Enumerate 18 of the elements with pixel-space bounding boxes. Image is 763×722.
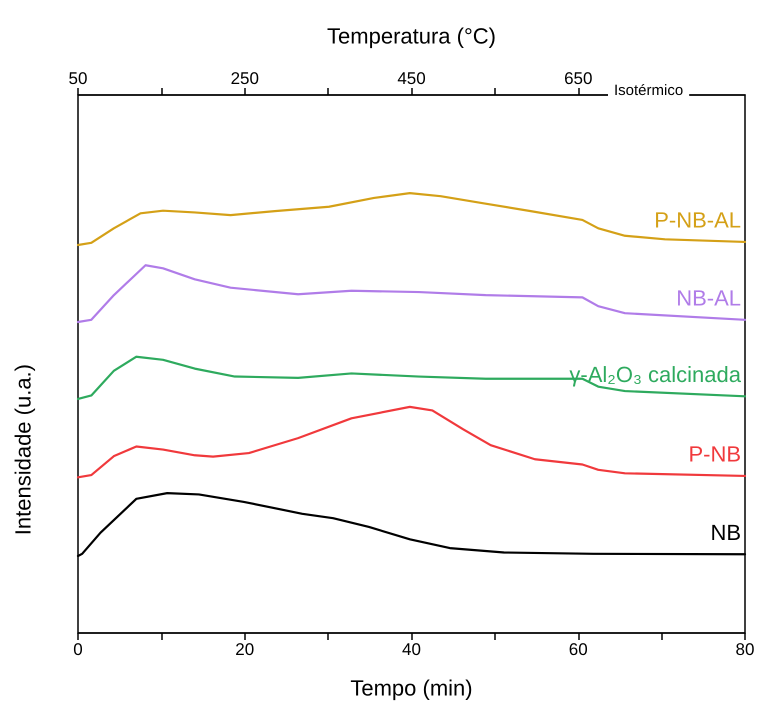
x2-axis-title: Temperatura (°C) [327,24,496,48]
x-tick-label: 0 [73,640,83,659]
x-tick-label: 80 [736,640,754,659]
x2-tick-label: 650 [564,69,592,88]
series-label: NB-AL [676,285,741,310]
x-tick-label: 40 [402,640,421,659]
series-label: P-NB-AL [654,207,741,232]
series-label: NB [710,520,741,545]
y-axis-title: Intensidade (u.a.) [10,364,36,536]
x-axis-title: Tempo (min) [350,676,473,700]
x2-tick-label: 250 [230,69,259,88]
x-tick-label: 60 [568,640,588,659]
x-tick-label: 20 [235,640,254,659]
series-label: γ-Al₂O₃ calcinada [569,362,742,387]
series-label: P-NB [688,441,741,466]
x2-tick-label: 450 [397,69,426,88]
x2-tick-label: 50 [68,69,88,88]
text: Isotérmico [614,82,684,99]
